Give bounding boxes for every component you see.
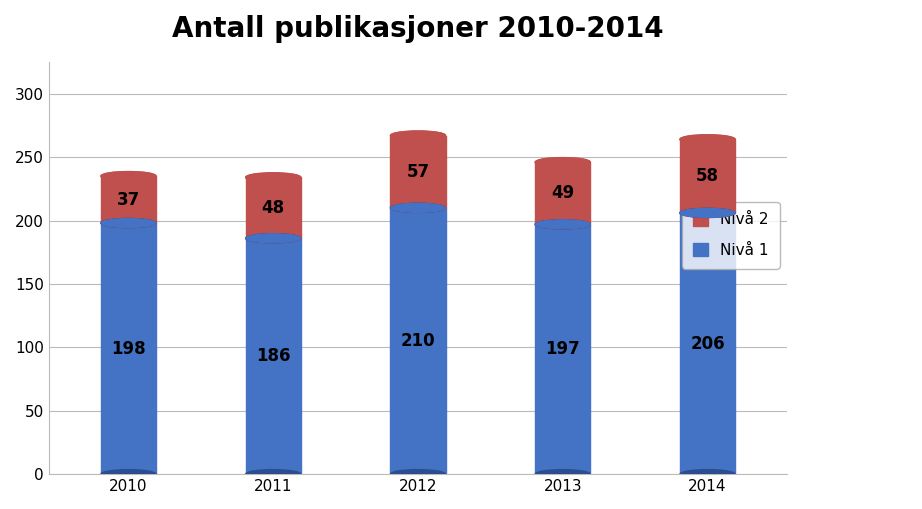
Bar [680, 213, 735, 474]
Ellipse shape [536, 220, 590, 229]
Ellipse shape [680, 208, 735, 217]
Text: 49: 49 [551, 184, 574, 202]
Ellipse shape [101, 218, 156, 228]
Bar [101, 223, 156, 474]
Bar [101, 176, 156, 223]
Ellipse shape [101, 218, 156, 228]
Text: 37: 37 [117, 190, 140, 209]
Title: Antall publikasjoner 2010-2014: Antall publikasjoner 2010-2014 [172, 15, 664, 43]
Bar [391, 135, 445, 208]
Ellipse shape [391, 203, 445, 212]
Text: 48: 48 [262, 199, 285, 217]
Ellipse shape [246, 173, 301, 182]
Bar [391, 208, 445, 474]
Ellipse shape [391, 203, 445, 212]
Text: 210: 210 [401, 332, 435, 350]
Ellipse shape [536, 220, 590, 229]
Ellipse shape [246, 173, 301, 182]
Bar [246, 238, 301, 474]
Bar [536, 162, 590, 224]
Bar [536, 224, 590, 474]
Ellipse shape [536, 470, 590, 478]
Ellipse shape [246, 470, 301, 478]
Ellipse shape [536, 220, 590, 229]
Ellipse shape [391, 470, 445, 478]
Ellipse shape [101, 172, 156, 181]
Ellipse shape [680, 208, 735, 217]
Bar [680, 139, 735, 213]
Text: 57: 57 [407, 163, 430, 181]
Ellipse shape [101, 172, 156, 181]
Legend: Nivå 2, Nivå 1: Nivå 2, Nivå 1 [682, 202, 779, 269]
Ellipse shape [536, 158, 590, 167]
Ellipse shape [391, 131, 445, 140]
Ellipse shape [536, 158, 590, 167]
Text: 197: 197 [546, 340, 580, 358]
Ellipse shape [246, 234, 301, 243]
Ellipse shape [680, 135, 735, 144]
Ellipse shape [391, 203, 445, 212]
Text: 206: 206 [691, 334, 725, 353]
Ellipse shape [680, 208, 735, 217]
Ellipse shape [101, 470, 156, 478]
Ellipse shape [246, 234, 301, 243]
Ellipse shape [246, 234, 301, 243]
Ellipse shape [680, 135, 735, 144]
Ellipse shape [101, 218, 156, 228]
Ellipse shape [391, 131, 445, 140]
Ellipse shape [680, 470, 735, 478]
Bar [246, 178, 301, 238]
Text: 186: 186 [256, 347, 290, 365]
Text: 198: 198 [112, 340, 146, 358]
Text: 58: 58 [696, 167, 719, 185]
